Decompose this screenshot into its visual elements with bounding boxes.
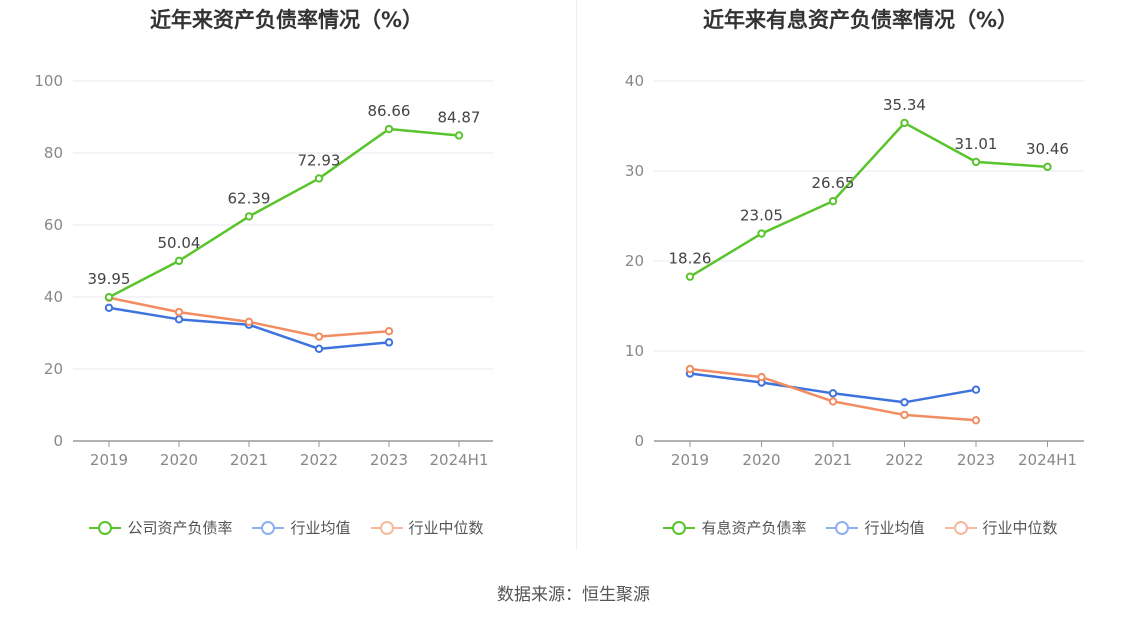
data-point	[971, 416, 981, 425]
legend-label: 有息资产负债率	[701, 519, 807, 537]
chart-legend: 有息资产负债率 行业均值 行业中位数	[574, 517, 1147, 538]
legend-item-company[interactable]: 公司资产负债率	[89, 517, 232, 538]
series-line	[108, 127, 460, 299]
data-point	[384, 338, 394, 347]
y-tick-label: 20	[625, 252, 644, 270]
legend-marker-orange	[370, 520, 403, 536]
data-point	[174, 256, 184, 266]
y-tick-label: 40	[625, 72, 644, 90]
y-tick-label: 80	[44, 144, 63, 162]
data-point	[174, 307, 184, 317]
data-label: 72.93	[298, 151, 341, 169]
data-point	[454, 131, 464, 140]
data-label: 18.26	[669, 250, 712, 268]
legend-item-industry-median[interactable]: 行业中位数	[370, 517, 484, 538]
data-point	[104, 292, 114, 302]
legend-label: 行业均值	[864, 519, 925, 537]
data-label: 30.46	[1026, 140, 1069, 158]
data-point	[900, 398, 909, 407]
legend-marker-orange	[944, 520, 977, 536]
panel-divider	[576, 0, 577, 550]
legend-label: 行业中位数	[982, 519, 1058, 537]
data-source-note: 数据来源：恒生聚源	[497, 585, 650, 605]
y-tick-label: 40	[44, 288, 63, 306]
x-tick-label: 2023	[957, 451, 995, 469]
data-point	[757, 372, 766, 382]
y-tick-label: 20	[44, 360, 63, 378]
data-label: 50.04	[158, 234, 201, 252]
data-point	[314, 174, 324, 183]
y-tick-label: 0	[53, 432, 63, 450]
x-tick-label: 2019	[90, 451, 128, 469]
legend-item-industry-mean[interactable]: 行业均值	[252, 517, 351, 538]
x-tick-label: 2024H1	[430, 451, 489, 469]
data-point	[685, 364, 695, 374]
data-label: 39.95	[88, 270, 131, 288]
data-point	[828, 196, 838, 206]
right-chart-panel: 近年来有息资产负债率情况（%） 0 10 20 30 40 2019 2020 2021 202…	[574, 0, 1147, 560]
series-line	[689, 121, 1048, 278]
data-label: 84.87	[438, 108, 481, 126]
legend-label: 行业均值	[290, 519, 351, 537]
legend-marker-green	[663, 520, 696, 536]
legend-label: 行业中位数	[408, 519, 484, 537]
data-label: 31.01	[955, 135, 998, 153]
y-tick-label: 100	[34, 72, 63, 90]
data-point	[828, 389, 838, 398]
x-tick-label: 2021	[814, 451, 852, 469]
x-tick-label: 2020	[160, 451, 198, 469]
x-tick-label: 2023	[370, 451, 408, 469]
x-tick-label: 2019	[671, 451, 709, 469]
data-point	[314, 344, 324, 354]
data-label: 23.05	[740, 207, 783, 225]
legend-label: 公司资产负债率	[127, 519, 233, 537]
data-point	[384, 327, 394, 336]
left-line-chart: 0 20 40 60 80 100 2019 2020 2021 2022 2023 2024H1 39…	[34, 72, 493, 469]
legend-item-industry-mean[interactable]: 行业均值	[826, 517, 925, 538]
data-point	[244, 212, 254, 221]
x-tick-label: 2024H1	[1018, 451, 1077, 469]
data-point	[384, 124, 394, 134]
data-label: 86.66	[368, 102, 411, 120]
data-point	[900, 410, 909, 420]
data-point	[1043, 162, 1052, 172]
data-point	[900, 118, 909, 128]
legend-marker-blue	[252, 520, 285, 536]
x-tick-label: 2022	[885, 451, 923, 469]
chart-title: 近年来资产负债率情况（%）	[149, 8, 424, 32]
y-tick-label: 10	[625, 342, 644, 360]
data-label: 35.34	[883, 96, 926, 114]
data-point	[828, 397, 838, 406]
series-line	[108, 296, 390, 338]
data-point	[685, 272, 695, 281]
right-line-chart: 0 10 20 30 40 2019 2020 2021 2022 2023 2024H1 18.26…	[625, 72, 1084, 469]
data-label: 62.39	[228, 189, 271, 207]
data-point	[314, 332, 324, 341]
data-label: 26.65	[812, 174, 855, 192]
y-tick-label: 60	[44, 216, 63, 234]
x-tick-label: 2020	[742, 451, 780, 469]
legend-marker-blue	[826, 520, 859, 536]
y-tick-label: 30	[625, 162, 644, 180]
x-tick-label: 2022	[300, 451, 338, 469]
legend-item-industry-median[interactable]: 行业中位数	[944, 517, 1058, 538]
data-point	[244, 317, 254, 327]
chart-legend: 公司资产负债率 行业均值 行业中位数	[0, 517, 573, 538]
legend-marker-green	[89, 520, 122, 536]
data-point	[104, 303, 114, 312]
data-point	[971, 157, 981, 167]
x-tick-label: 2021	[230, 451, 268, 469]
left-chart-panel: 近年来资产负债率情况（%） 0 20 40 60 80 100 2019 2020 2021 20…	[0, 0, 573, 560]
data-point	[174, 315, 184, 324]
legend-item-interest-bearing[interactable]: 有息资产负债率	[663, 517, 806, 538]
y-tick-label: 0	[634, 432, 644, 450]
data-point	[971, 385, 981, 394]
chart-title: 近年来有息资产负债率情况（%）	[702, 8, 1019, 32]
data-point	[757, 229, 766, 238]
